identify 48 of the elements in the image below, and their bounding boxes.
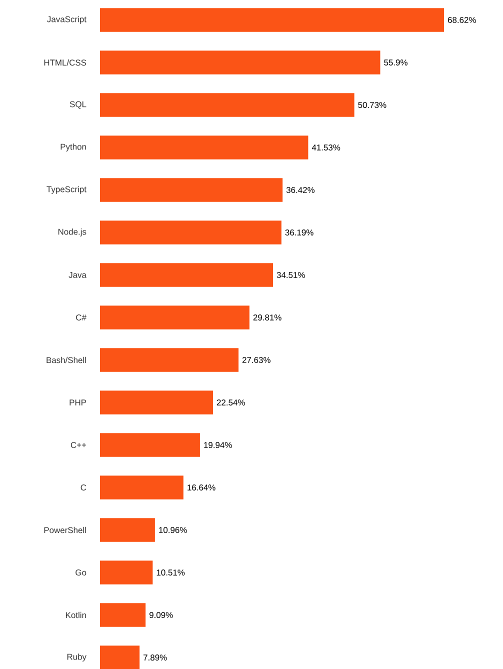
y-tick-label: Node.js bbox=[58, 228, 86, 236]
data-label: 9.09% bbox=[149, 612, 173, 618]
bar bbox=[100, 306, 250, 330]
y-tick-label: PowerShell bbox=[44, 526, 86, 534]
y-tick-label: C# bbox=[76, 314, 86, 320]
bar bbox=[100, 646, 140, 669]
data-label: 41.53% bbox=[312, 144, 340, 150]
bar bbox=[100, 136, 308, 160]
data-label: 7.89% bbox=[144, 654, 167, 661]
data-label: 29.81% bbox=[253, 314, 282, 320]
y-tick-label: Kotlin bbox=[66, 612, 86, 618]
bar bbox=[100, 263, 274, 287]
y-tick-label: C++ bbox=[70, 442, 86, 448]
bar bbox=[100, 50, 380, 74]
y-tick-label: Ruby bbox=[67, 654, 86, 662]
bar bbox=[100, 560, 153, 584]
bar bbox=[100, 603, 146, 627]
y-tick-label: Bash/Shell bbox=[46, 356, 86, 364]
y-tick-label: C bbox=[80, 484, 86, 491]
bar bbox=[100, 220, 282, 244]
data-label: 19.94% bbox=[204, 442, 232, 448]
y-tick-label: PHP bbox=[70, 400, 86, 406]
bar bbox=[100, 518, 155, 542]
data-label: 10.51% bbox=[156, 570, 185, 576]
y-tick-label: Java bbox=[68, 272, 86, 278]
y-tick-label: Go bbox=[76, 570, 86, 576]
data-label: 22.54% bbox=[216, 400, 245, 406]
data-label: 10.96% bbox=[159, 527, 187, 534]
y-tick-label: Python bbox=[60, 144, 86, 152]
y-tick-label: HTML/CSS bbox=[44, 59, 86, 66]
data-label: 34.51% bbox=[276, 272, 305, 278]
bar bbox=[100, 476, 184, 500]
data-label: 50.73% bbox=[358, 102, 386, 108]
bar bbox=[100, 433, 200, 457]
data-label: 16.64% bbox=[188, 484, 216, 491]
y-tick-label: TypeScript bbox=[46, 186, 86, 194]
bar bbox=[100, 93, 354, 117]
y-tick-label: SQL bbox=[70, 101, 86, 109]
bar bbox=[100, 8, 444, 32]
data-label: 55.9% bbox=[384, 59, 408, 66]
data-label: 36.19% bbox=[285, 230, 314, 236]
data-label: 36.42% bbox=[286, 187, 315, 193]
bar bbox=[100, 348, 239, 372]
y-tick-label: JavaScript bbox=[47, 16, 86, 24]
data-label: 68.62% bbox=[448, 16, 476, 23]
data-label: 27.63% bbox=[242, 357, 270, 363]
bar bbox=[100, 178, 283, 202]
bar bbox=[100, 390, 213, 414]
